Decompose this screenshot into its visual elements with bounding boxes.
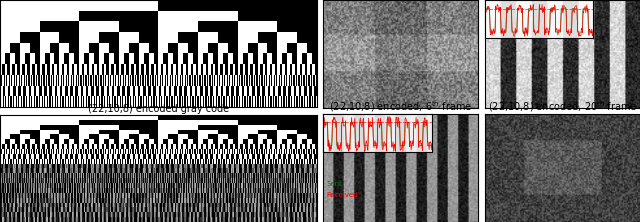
Title: (22,10,8) encoded gray code: (22,10,8) encoded gray code [88,105,229,115]
Title: (22,10,8) encoded, 20$^{\mathrm{th}}$ frame: (22,10,8) encoded, 20$^{\mathrm{th}}$ fr… [488,99,637,114]
Text: Received: Received [326,192,358,198]
Title: (22,10,8) encoded, 6$^{\mathrm{th}}$ frame: (22,10,8) encoded, 6$^{\mathrm{th}}$ fra… [329,99,472,114]
Text: Sent: Sent [326,181,342,187]
